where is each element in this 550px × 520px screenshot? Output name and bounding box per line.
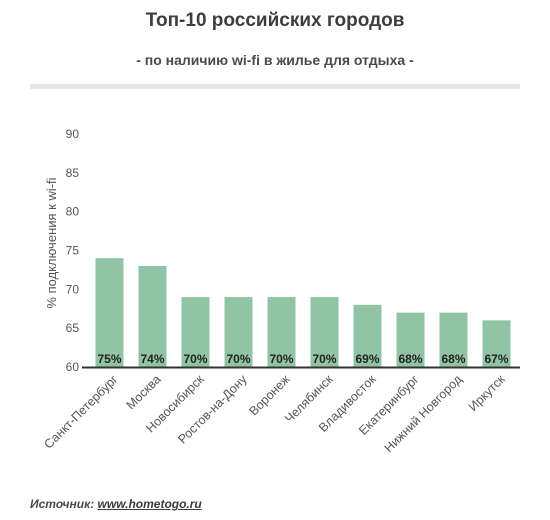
bar	[439, 312, 468, 367]
bar	[138, 265, 167, 367]
source-link[interactable]: www.hometogo.ru	[97, 497, 202, 511]
chart-subtitle: - по наличию wi-fi в жилье для отдыха -	[136, 52, 414, 68]
y-tick-label: 75	[66, 243, 80, 257]
header-divider	[30, 84, 520, 89]
bar-data-label: 70%	[312, 352, 336, 366]
bar-data-label: 68%	[441, 352, 465, 366]
chart-title: Топ-10 российских городов	[145, 10, 405, 31]
y-axis-label: % подключения к wi-fi	[44, 177, 59, 308]
bar	[353, 304, 382, 367]
bar	[482, 320, 511, 367]
x-category-label: Москва	[124, 372, 164, 412]
bar-data-label: 70%	[269, 352, 293, 366]
bar	[181, 297, 210, 367]
bar-data-label: 67%	[484, 352, 508, 366]
bar	[396, 312, 425, 367]
x-category-label: Иркутск	[466, 372, 508, 414]
y-tick-label: 70	[66, 282, 80, 296]
y-tick-label: 65	[66, 321, 80, 335]
bar	[224, 297, 253, 367]
y-tick-label: 60	[66, 360, 80, 374]
bar	[310, 297, 339, 367]
x-category-label: Санкт-Петербург	[41, 372, 121, 452]
bar-data-label: 68%	[398, 352, 422, 366]
y-tick-label: 80	[66, 205, 80, 219]
bar-data-label: 70%	[226, 352, 250, 366]
source-note: Источник: www.hometogo.ru	[30, 497, 202, 511]
y-tick-label: 85	[66, 166, 80, 180]
x-category-label: Нижний Новгород	[382, 372, 466, 456]
bar-data-label: 75%	[97, 352, 121, 366]
bar-data-label: 69%	[355, 352, 379, 366]
source-label: Источник:	[30, 497, 95, 511]
y-tick-label: 90	[66, 127, 80, 141]
bar	[95, 258, 124, 367]
bar-data-label: 74%	[140, 352, 164, 366]
bar	[267, 297, 296, 367]
bar-data-label: 70%	[183, 352, 207, 366]
